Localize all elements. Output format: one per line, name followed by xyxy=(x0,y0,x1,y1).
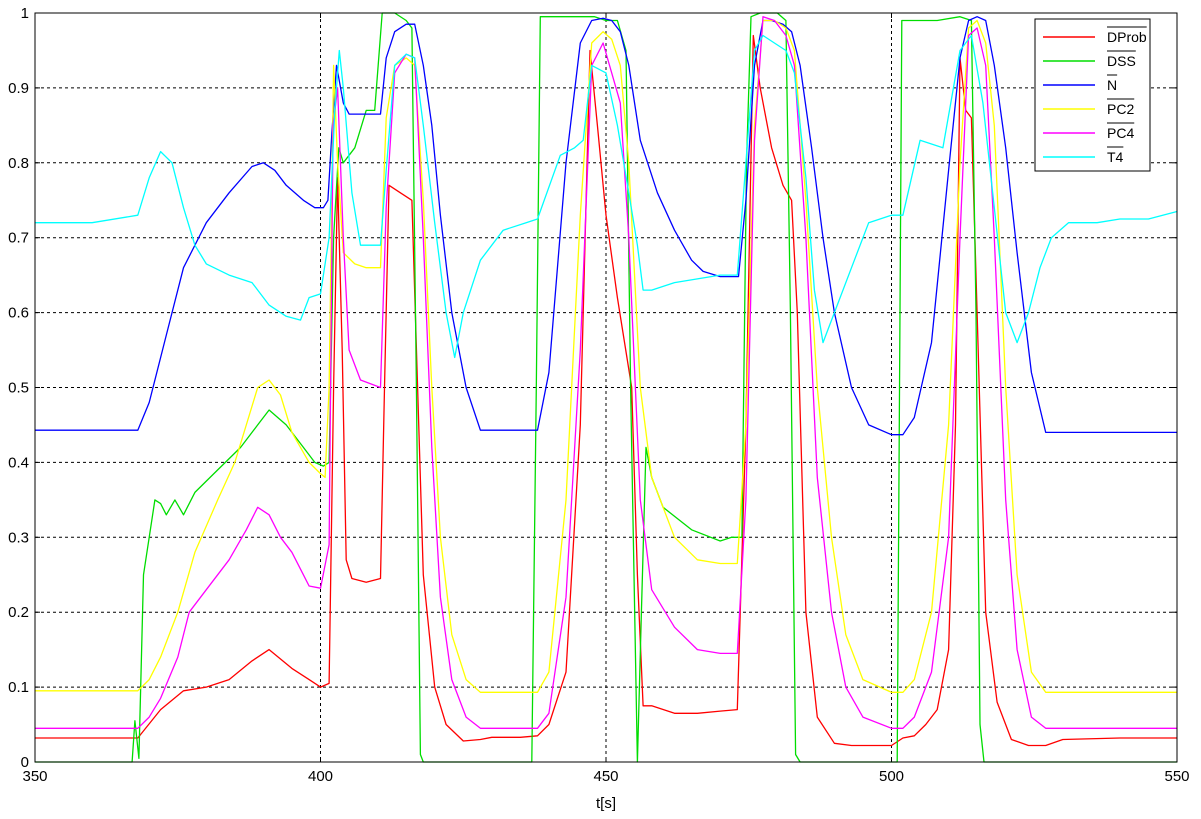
x-axis-label: t[s] xyxy=(596,795,616,812)
legend-label: DSS xyxy=(1107,53,1136,69)
y-tick-label: 0.1 xyxy=(8,679,29,696)
series-line-pc2 xyxy=(35,19,1177,693)
x-tick-label: 500 xyxy=(879,768,904,785)
x-tick-label: 400 xyxy=(308,768,333,785)
legend-box xyxy=(1034,18,1151,172)
y-tick-label: 0.3 xyxy=(8,529,29,546)
legend-label: PC4 xyxy=(1107,125,1134,141)
y-tick-label: 0.7 xyxy=(8,230,29,247)
y-tick-label: 0 xyxy=(21,754,29,771)
y-tick-label: 0.6 xyxy=(8,305,29,322)
series-line-dprob xyxy=(35,34,1177,747)
legend-label: N xyxy=(1107,77,1117,93)
x-tick-label: 350 xyxy=(22,768,47,785)
axis-ticks: 350 400 450 500 550 0 0.1 0.2 0.3 0.4 0.5 0.6 0.7 0.8… xyxy=(8,5,1189,785)
y-tick-label: 0.8 xyxy=(8,155,29,172)
x-tick-label: 450 xyxy=(593,768,618,785)
y-tick-label: 0.2 xyxy=(8,604,29,621)
grid-lines xyxy=(35,13,1177,762)
legend-label: PC2 xyxy=(1107,101,1134,117)
x-tick-label: 550 xyxy=(1164,768,1189,785)
legend: DProb DSS N PC2 PC4 T4 xyxy=(1034,18,1151,172)
series-line-n xyxy=(35,16,1177,436)
legend-label: DProb xyxy=(1107,29,1147,45)
y-tick-label: 0.9 xyxy=(8,80,29,97)
legend-label: T4 xyxy=(1107,149,1124,165)
series-line-pc4 xyxy=(35,16,1177,729)
series-line-t4 xyxy=(35,34,1178,359)
y-tick-label: 1 xyxy=(21,5,29,22)
y-tick-label: 0.5 xyxy=(8,380,29,397)
y-tick-label: 0.4 xyxy=(8,454,29,471)
